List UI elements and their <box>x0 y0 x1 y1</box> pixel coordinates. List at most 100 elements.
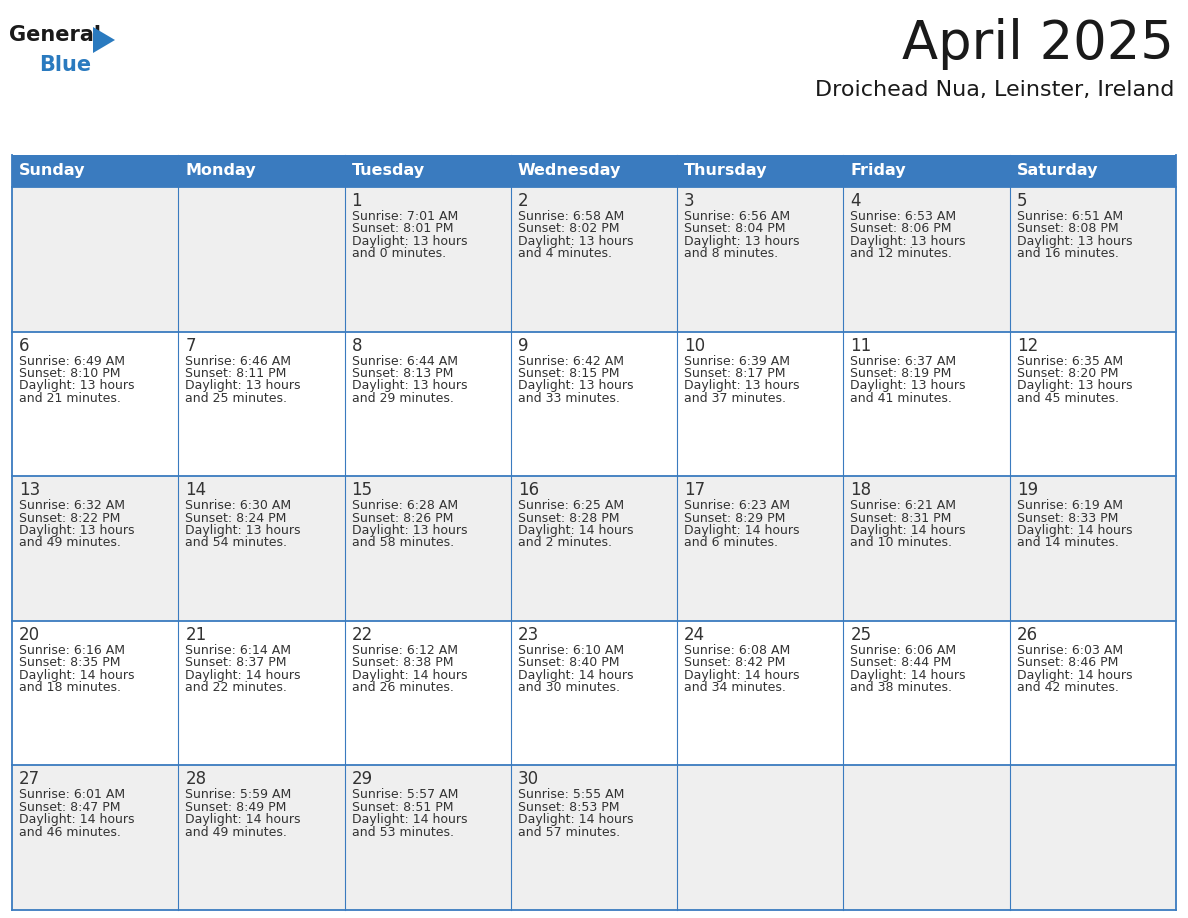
Bar <box>677 621 843 766</box>
Text: Sunrise: 6:51 AM: Sunrise: 6:51 AM <box>1017 210 1123 223</box>
Text: Daylight: 13 hours: Daylight: 13 hours <box>185 379 301 392</box>
Text: Sunrise: 6:14 AM: Sunrise: 6:14 AM <box>185 644 291 656</box>
Text: Daylight: 14 hours: Daylight: 14 hours <box>352 813 467 826</box>
Text: Sunset: 8:35 PM: Sunset: 8:35 PM <box>19 656 120 669</box>
Text: Sunset: 8:28 PM: Sunset: 8:28 PM <box>518 511 619 524</box>
Text: 4: 4 <box>851 192 861 210</box>
Bar <box>12 331 178 476</box>
Text: Sunrise: 6:06 AM: Sunrise: 6:06 AM <box>851 644 956 656</box>
Text: 15: 15 <box>352 481 373 499</box>
Text: Sunrise: 7:01 AM: Sunrise: 7:01 AM <box>352 210 457 223</box>
Text: and 38 minutes.: and 38 minutes. <box>851 681 953 694</box>
Text: Sunset: 8:29 PM: Sunset: 8:29 PM <box>684 511 785 524</box>
Text: and 41 minutes.: and 41 minutes. <box>851 392 953 405</box>
Bar <box>178 621 345 766</box>
Text: and 21 minutes.: and 21 minutes. <box>19 392 121 405</box>
Text: Daylight: 14 hours: Daylight: 14 hours <box>684 524 800 537</box>
Bar <box>511 621 677 766</box>
Text: and 12 minutes.: and 12 minutes. <box>851 247 953 261</box>
Text: 19: 19 <box>1017 481 1038 499</box>
Text: Sunset: 8:38 PM: Sunset: 8:38 PM <box>352 656 453 669</box>
Bar <box>12 766 178 910</box>
Text: and 29 minutes.: and 29 minutes. <box>352 392 454 405</box>
Text: Wednesday: Wednesday <box>518 163 621 178</box>
Text: and 6 minutes.: and 6 minutes. <box>684 536 778 550</box>
Text: 10: 10 <box>684 337 706 354</box>
Bar <box>511 155 677 187</box>
Text: Sunrise: 6:32 AM: Sunrise: 6:32 AM <box>19 499 125 512</box>
Text: Sunrise: 6:12 AM: Sunrise: 6:12 AM <box>352 644 457 656</box>
Text: Daylight: 13 hours: Daylight: 13 hours <box>352 379 467 392</box>
Bar <box>345 187 511 331</box>
Bar <box>178 476 345 621</box>
Bar <box>12 621 178 766</box>
Text: and 49 minutes.: and 49 minutes. <box>185 825 287 839</box>
Text: Sunset: 8:44 PM: Sunset: 8:44 PM <box>851 656 952 669</box>
Text: Thursday: Thursday <box>684 163 767 178</box>
Text: Sunrise: 6:19 AM: Sunrise: 6:19 AM <box>1017 499 1123 512</box>
Text: and 0 minutes.: and 0 minutes. <box>352 247 446 261</box>
Bar <box>843 155 1010 187</box>
Text: Daylight: 13 hours: Daylight: 13 hours <box>518 379 633 392</box>
Text: Daylight: 14 hours: Daylight: 14 hours <box>185 813 301 826</box>
Text: Daylight: 13 hours: Daylight: 13 hours <box>1017 379 1132 392</box>
Text: Friday: Friday <box>851 163 906 178</box>
Text: Sunrise: 6:08 AM: Sunrise: 6:08 AM <box>684 644 790 656</box>
Text: and 2 minutes.: and 2 minutes. <box>518 536 612 550</box>
Text: Sunrise: 6:37 AM: Sunrise: 6:37 AM <box>851 354 956 367</box>
Text: Sunday: Sunday <box>19 163 86 178</box>
Text: Sunrise: 6:23 AM: Sunrise: 6:23 AM <box>684 499 790 512</box>
Bar <box>178 187 345 331</box>
Text: Sunset: 8:19 PM: Sunset: 8:19 PM <box>851 367 952 380</box>
Bar <box>12 187 178 331</box>
Text: 27: 27 <box>19 770 40 789</box>
Text: 5: 5 <box>1017 192 1028 210</box>
Text: Daylight: 13 hours: Daylight: 13 hours <box>185 524 301 537</box>
Text: Sunset: 8:33 PM: Sunset: 8:33 PM <box>1017 511 1118 524</box>
Text: Sunset: 8:02 PM: Sunset: 8:02 PM <box>518 222 619 235</box>
Polygon shape <box>93 27 115 53</box>
Text: Saturday: Saturday <box>1017 163 1098 178</box>
Text: and 16 minutes.: and 16 minutes. <box>1017 247 1119 261</box>
Text: 22: 22 <box>352 626 373 644</box>
Text: General: General <box>10 25 101 45</box>
Text: Sunset: 8:31 PM: Sunset: 8:31 PM <box>851 511 952 524</box>
Text: Sunset: 8:37 PM: Sunset: 8:37 PM <box>185 656 286 669</box>
Text: Sunset: 8:13 PM: Sunset: 8:13 PM <box>352 367 453 380</box>
Text: Daylight: 14 hours: Daylight: 14 hours <box>19 668 134 682</box>
Text: and 58 minutes.: and 58 minutes. <box>352 536 454 550</box>
Text: 20: 20 <box>19 626 40 644</box>
Text: 30: 30 <box>518 770 539 789</box>
Text: Daylight: 13 hours: Daylight: 13 hours <box>518 235 633 248</box>
Text: 14: 14 <box>185 481 207 499</box>
Bar <box>677 187 843 331</box>
Text: April 2025: April 2025 <box>902 18 1174 70</box>
Text: and 53 minutes.: and 53 minutes. <box>352 825 454 839</box>
Text: and 46 minutes.: and 46 minutes. <box>19 825 121 839</box>
Text: Sunrise: 6:30 AM: Sunrise: 6:30 AM <box>185 499 291 512</box>
Text: 11: 11 <box>851 337 872 354</box>
Text: Daylight: 13 hours: Daylight: 13 hours <box>352 524 467 537</box>
Bar <box>1010 621 1176 766</box>
Text: Daylight: 14 hours: Daylight: 14 hours <box>851 668 966 682</box>
Text: 13: 13 <box>19 481 40 499</box>
Text: Sunset: 8:15 PM: Sunset: 8:15 PM <box>518 367 619 380</box>
Text: Sunrise: 6:25 AM: Sunrise: 6:25 AM <box>518 499 624 512</box>
Bar <box>511 187 677 331</box>
Text: Daylight: 14 hours: Daylight: 14 hours <box>851 524 966 537</box>
Text: 1: 1 <box>352 192 362 210</box>
Bar <box>178 766 345 910</box>
Text: Daylight: 13 hours: Daylight: 13 hours <box>684 379 800 392</box>
Text: Sunset: 8:49 PM: Sunset: 8:49 PM <box>185 800 286 814</box>
Text: Sunrise: 6:28 AM: Sunrise: 6:28 AM <box>352 499 457 512</box>
Bar <box>178 155 345 187</box>
Bar <box>1010 331 1176 476</box>
Text: and 10 minutes.: and 10 minutes. <box>851 536 953 550</box>
Bar <box>345 331 511 476</box>
Bar <box>843 187 1010 331</box>
Text: 18: 18 <box>851 481 872 499</box>
Text: Daylight: 14 hours: Daylight: 14 hours <box>518 668 633 682</box>
Text: 12: 12 <box>1017 337 1038 354</box>
Text: Daylight: 13 hours: Daylight: 13 hours <box>19 379 134 392</box>
Text: Sunrise: 5:59 AM: Sunrise: 5:59 AM <box>185 789 291 801</box>
